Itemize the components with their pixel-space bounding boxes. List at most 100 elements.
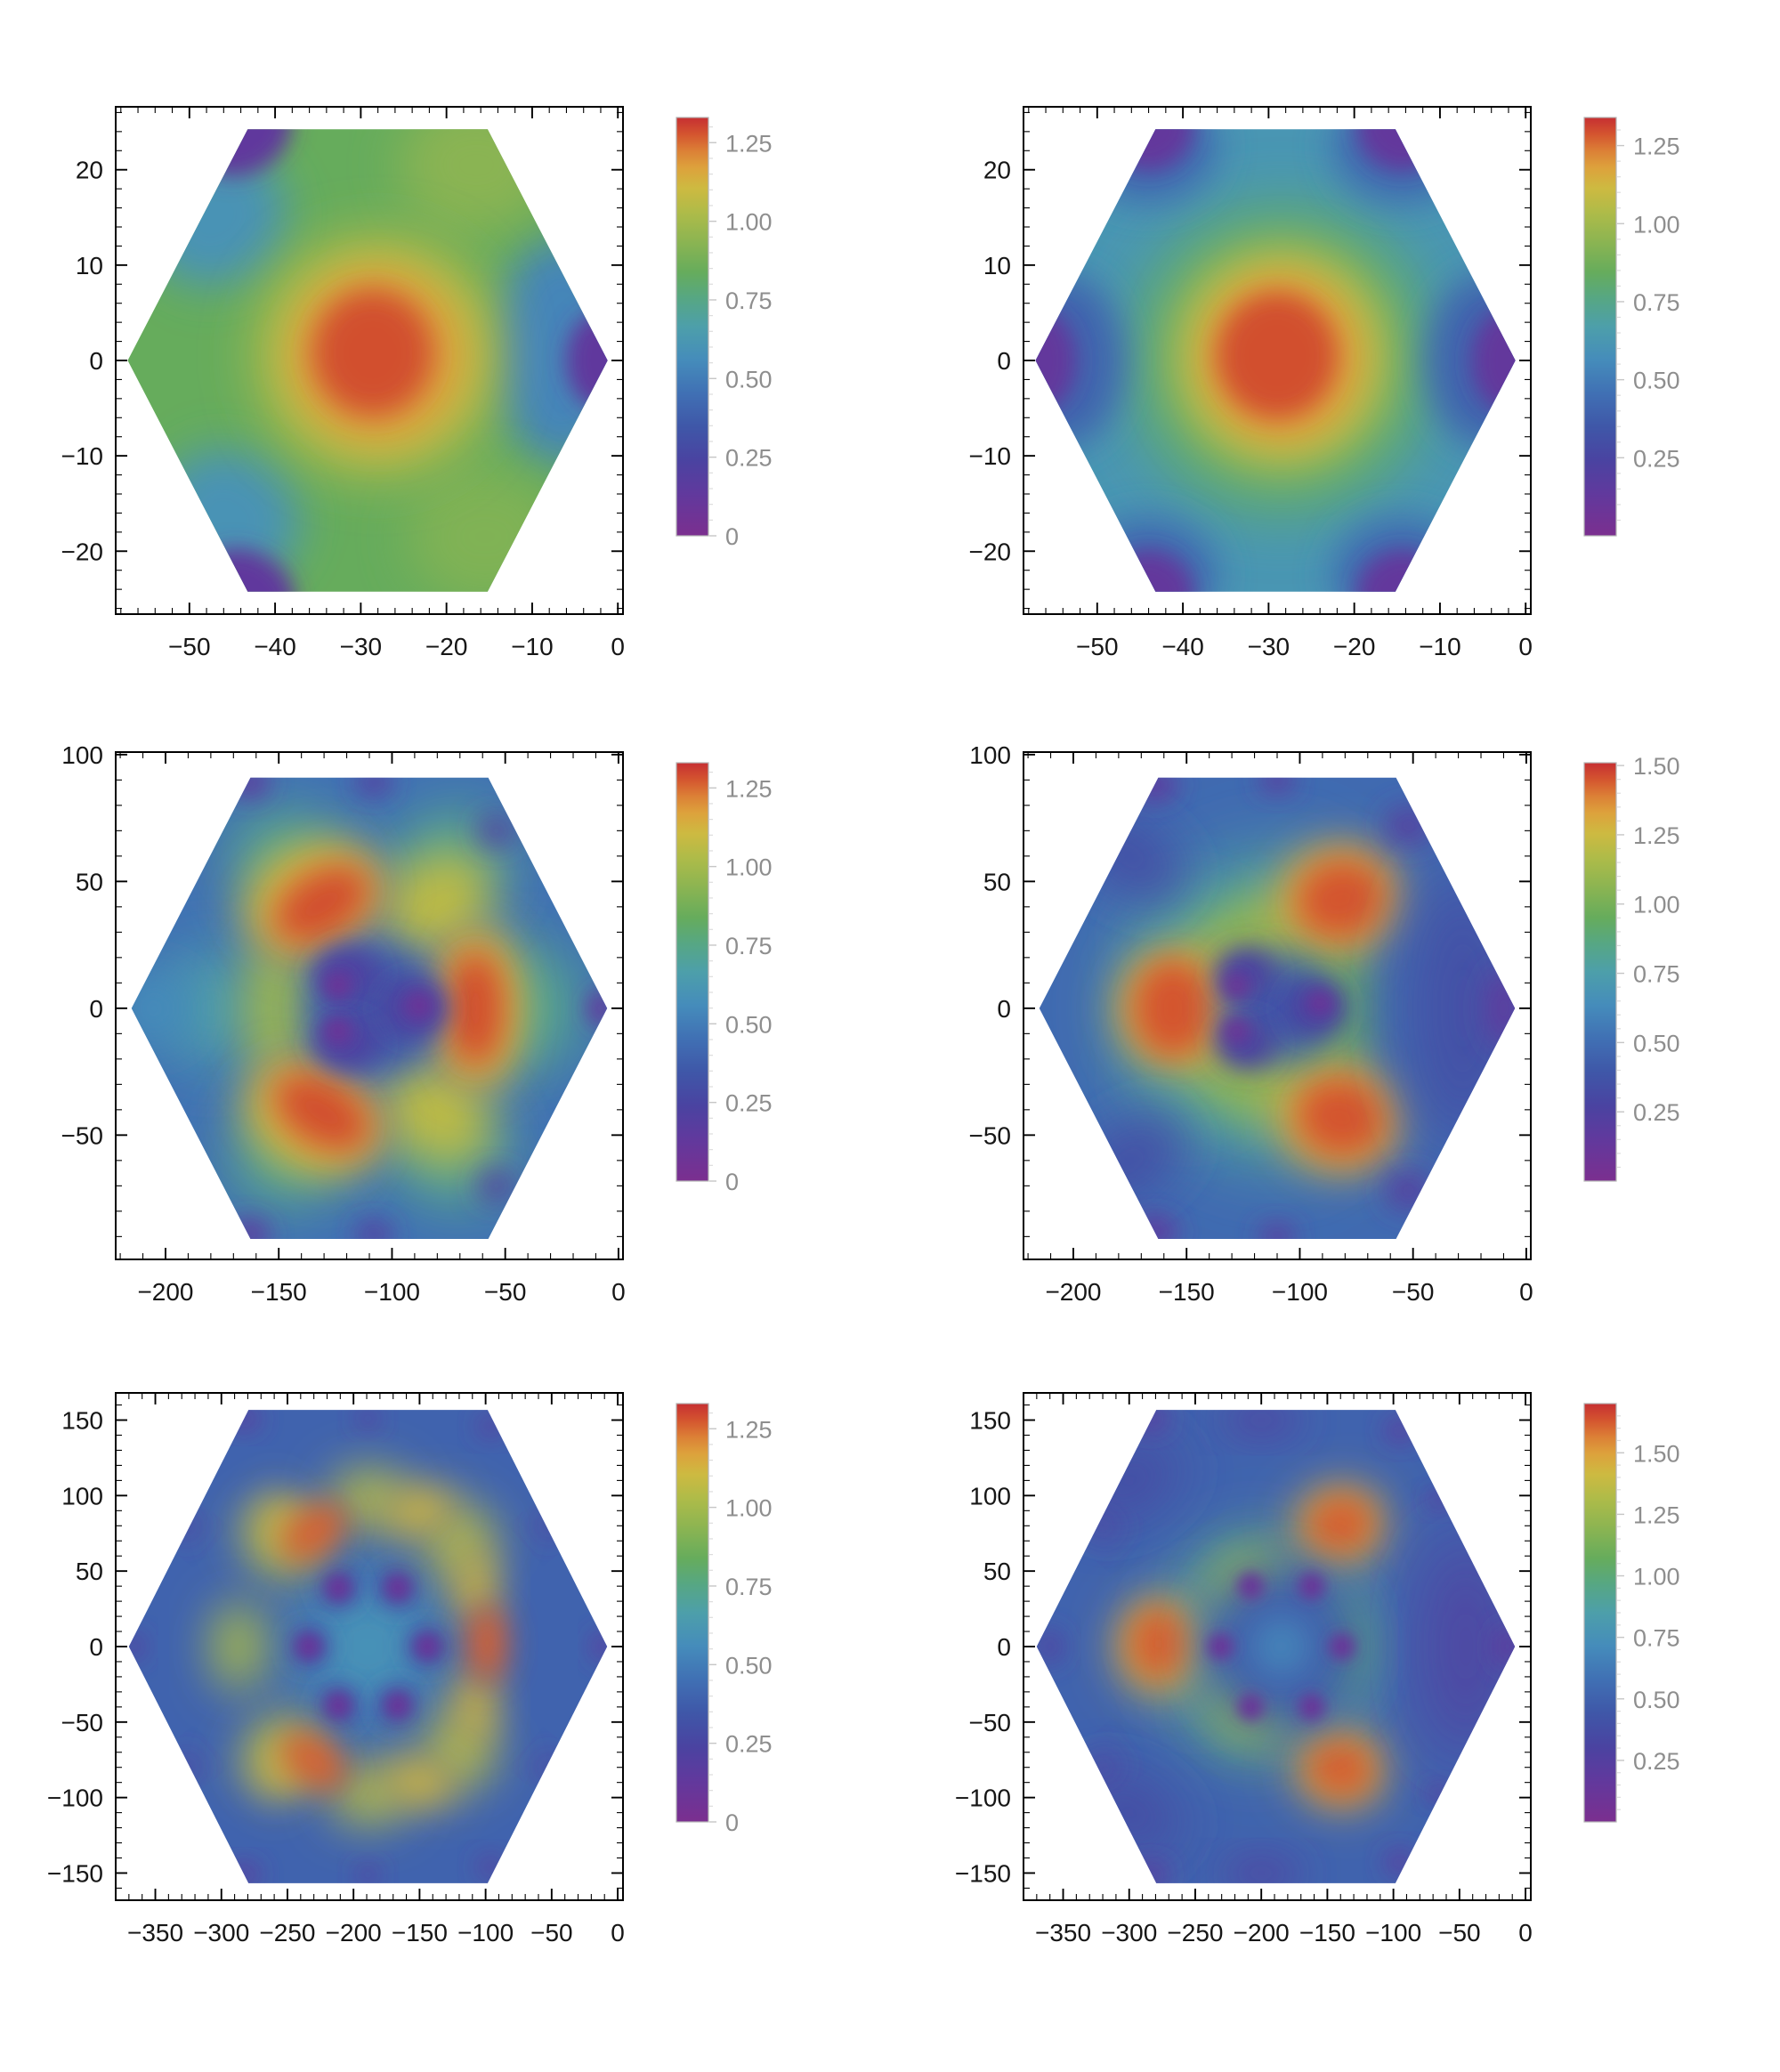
colorbar-tick-label: 1.00 bbox=[725, 209, 773, 236]
density-blob bbox=[281, 1502, 347, 1561]
density-blob bbox=[1471, 308, 1516, 413]
x-tick-label: −50 bbox=[168, 633, 211, 660]
x-tick-label: −250 bbox=[259, 1919, 315, 1947]
axis-ticks bbox=[116, 752, 623, 1259]
density-blob bbox=[1494, 1625, 1516, 1668]
colorbar-tick-label: 1.25 bbox=[1633, 1501, 1680, 1528]
colorbar-tick-label: 0.50 bbox=[1633, 368, 1680, 394]
density-blob bbox=[1328, 1632, 1355, 1661]
density-blob bbox=[229, 1218, 271, 1239]
x-tick-label: −350 bbox=[1035, 1919, 1091, 1947]
x-tick-label: 0 bbox=[1518, 633, 1533, 660]
x-tick-label: −50 bbox=[1076, 633, 1119, 660]
hexagonal-density-field bbox=[1039, 777, 1516, 1239]
density-blob bbox=[242, 937, 306, 1080]
density-plot-top-right: −50 −40 −30 −20 −10 0 −20 −10 0 10 20 0.25 0.50 0.75 1… bbox=[969, 106, 1680, 660]
axis-ticks bbox=[115, 1393, 623, 1900]
density-blob bbox=[1207, 1632, 1234, 1661]
colorbar-tick-label: 0.50 bbox=[725, 366, 773, 393]
density-blob bbox=[128, 1632, 144, 1661]
density-blob bbox=[1258, 1224, 1296, 1239]
colorbar-tick-label: 0.75 bbox=[1633, 1625, 1680, 1652]
colorbar-tick-label: 0.50 bbox=[1633, 1687, 1680, 1713]
x-tick-label: −10 bbox=[511, 633, 554, 660]
density-blob bbox=[1298, 1693, 1325, 1721]
colorbar-tick-label: 0.75 bbox=[725, 1574, 773, 1600]
density-blob bbox=[212, 1601, 265, 1692]
x-tick-label: −350 bbox=[127, 1919, 183, 1947]
x-tick-label: −150 bbox=[1159, 1278, 1215, 1306]
axis-ticks bbox=[1024, 107, 1531, 614]
colorbar-tick-label: 1.50 bbox=[1633, 1440, 1680, 1467]
colorbar-legend: 0.25 0.50 0.75 1.00 1.25 1.50 bbox=[1583, 753, 1680, 1182]
density-blob bbox=[355, 1221, 392, 1239]
x-tick-label: −10 bbox=[1419, 633, 1461, 660]
density-blob bbox=[1298, 861, 1384, 938]
y-tick-label: 0 bbox=[997, 347, 1011, 375]
colorbar-tick-label: 0 bbox=[725, 523, 739, 550]
density-blob bbox=[1386, 1173, 1431, 1209]
y-tick-label: 100 bbox=[61, 1482, 103, 1509]
density-blob bbox=[295, 1633, 321, 1660]
hexagonal-density-field bbox=[1036, 1410, 1516, 1883]
density-blob bbox=[1428, 1784, 1449, 1802]
x-tick-label: −300 bbox=[193, 1919, 249, 1947]
colorbar-tick-label: 1.00 bbox=[725, 854, 773, 881]
density-plot-middle-right: −200 −150 −100 −50 0 −50 0 50 100 0.25 0.50 0.75 1.0… bbox=[969, 741, 1680, 1306]
density-blob bbox=[1038, 1630, 1063, 1663]
colorbar-legend: 0 0.25 0.50 0.75 1.00 1.25 bbox=[676, 762, 773, 1195]
x-tick-label: −150 bbox=[392, 1919, 448, 1947]
density-blob bbox=[399, 129, 554, 232]
axis-tick-labels: −50 −40 −30 −20 −10 0 −20 −10 0 10 20 bbox=[969, 157, 1533, 660]
x-tick-label: −20 bbox=[425, 633, 468, 660]
density-blob bbox=[478, 815, 514, 846]
x-tick-label: −250 bbox=[1167, 1919, 1223, 1947]
colorbar-tick-label: 0.25 bbox=[725, 1731, 773, 1758]
colorbar-tick-label: 0.25 bbox=[1633, 1748, 1680, 1775]
density-blob bbox=[1132, 777, 1178, 801]
density-blob bbox=[276, 867, 368, 942]
density-blob bbox=[1237, 1572, 1265, 1600]
density-blob bbox=[276, 1075, 368, 1150]
colorbar-tick-label: 0.50 bbox=[725, 1011, 773, 1038]
y-tick-label: −100 bbox=[955, 1785, 1011, 1812]
x-tick-label: −30 bbox=[340, 633, 383, 660]
density-blob bbox=[566, 312, 608, 409]
colorbar-gradient bbox=[676, 762, 709, 1182]
x-tick-label: −150 bbox=[251, 1278, 307, 1306]
hexagonal-density-field bbox=[128, 1410, 608, 1883]
colorbar-legend: 0.25 0.50 0.75 1.00 1.25 bbox=[1583, 117, 1680, 537]
x-tick-label: 0 bbox=[611, 1919, 625, 1947]
colorbar-tick-label: 0.25 bbox=[1633, 1099, 1680, 1126]
density-blob bbox=[1485, 967, 1516, 1049]
y-tick-label: −50 bbox=[61, 1709, 104, 1736]
density-blob bbox=[587, 989, 608, 1028]
density-blob bbox=[383, 1485, 457, 1535]
colorbar-tick-label: 1.25 bbox=[1633, 822, 1680, 849]
colorbar-tick-label: 0.25 bbox=[1633, 445, 1680, 472]
y-tick-label: 10 bbox=[983, 252, 1011, 279]
x-tick-label: 0 bbox=[611, 1278, 626, 1306]
density-blob bbox=[160, 947, 261, 1070]
colorbar-tick-label: 0.25 bbox=[725, 1090, 773, 1117]
density-blob bbox=[384, 1692, 410, 1719]
colorbar-gradient bbox=[1583, 1403, 1617, 1823]
axis-tick-labels: −200 −150 −100 −50 0 −50 0 50 100 bbox=[969, 741, 1533, 1306]
x-tick-label: −100 bbox=[1272, 1278, 1328, 1306]
axis-tick-labels: −200 −150 −100 −50 0 −50 0 50 100 bbox=[61, 741, 626, 1306]
x-tick-label: 0 bbox=[611, 633, 625, 660]
axis-ticks bbox=[1024, 752, 1531, 1259]
colorbar-tick-label: 1.00 bbox=[1633, 211, 1680, 238]
density-plot-middle-left: −200 −150 −100 −50 0 −50 0 50 100 0 0.25 0.50 0.75 1.… bbox=[61, 741, 773, 1306]
x-tick-label: −50 bbox=[530, 1919, 573, 1947]
x-tick-label: −100 bbox=[1365, 1919, 1421, 1947]
x-tick-label: −200 bbox=[1045, 1278, 1101, 1306]
x-tick-label: −150 bbox=[1299, 1919, 1355, 1947]
y-tick-label: −50 bbox=[61, 1121, 104, 1149]
density-blob bbox=[1386, 807, 1431, 844]
y-tick-label: 150 bbox=[969, 1407, 1011, 1435]
colorbar-legend: 0 0.25 0.50 0.75 1.00 1.25 bbox=[676, 117, 773, 550]
density-blob bbox=[229, 777, 271, 798]
axis-tick-labels: −350 −300 −250 −200 −150 −100 −50 0 −150 −100 −50 0… bbox=[955, 1407, 1533, 1947]
colorbar-tick-label: 0.25 bbox=[725, 445, 773, 472]
